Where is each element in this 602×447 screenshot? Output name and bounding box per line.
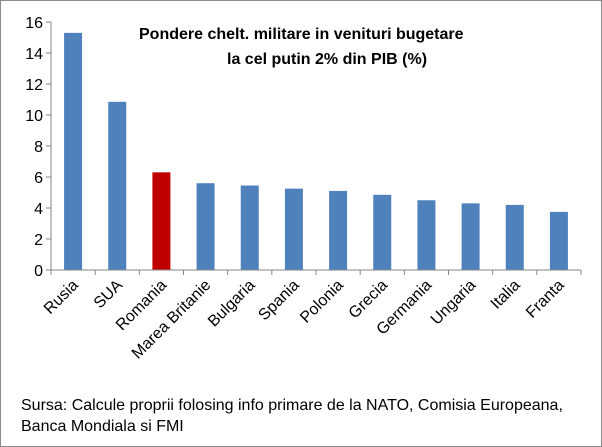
bar-marea-britanie xyxy=(196,183,215,270)
bar-sua xyxy=(108,101,127,270)
bar-italia xyxy=(505,204,524,270)
x-tick-label: Franta xyxy=(523,277,568,322)
y-tick-label: 12 xyxy=(25,77,43,94)
source-note: Sursa: Calcule proprii folosing info pri… xyxy=(21,395,596,437)
y-tick-label: 0 xyxy=(34,263,43,280)
bar-grecia xyxy=(373,194,392,270)
chart-title-line-1: Pondere chelt. militare in venituri buge… xyxy=(139,26,464,43)
bar-bulgaria xyxy=(240,185,259,270)
y-tick-label: 6 xyxy=(34,170,43,187)
bar-spania xyxy=(284,188,303,270)
bar-polonia xyxy=(329,190,348,270)
source-line-1: Sursa: Calcule proprii folosing info pri… xyxy=(21,397,563,414)
y-tick-label: 4 xyxy=(34,201,43,218)
y-axis-ticks: 0 2 4 6 8 10 12 14 16 xyxy=(25,15,51,280)
bar-romania xyxy=(152,172,171,270)
x-tick-label: Bulgaria xyxy=(205,277,259,331)
y-tick-label: 10 xyxy=(25,108,43,125)
x-tick-label: Ungaria xyxy=(428,277,480,329)
bar-franta xyxy=(549,211,568,270)
source-line-2: Banca Mondiala si FMI xyxy=(21,418,184,435)
bars xyxy=(64,32,568,270)
y-tick-label: 2 xyxy=(34,232,43,249)
x-tick-label: Marea Britanie xyxy=(129,277,215,363)
y-tick-label: 8 xyxy=(34,139,43,156)
bar-rusia xyxy=(64,32,83,270)
bar-germania xyxy=(417,200,436,270)
y-tick-label: 16 xyxy=(25,15,43,32)
x-tick-label: SUA xyxy=(91,277,127,313)
chart-title-line-2: la cel putin 2% din PIB (%) xyxy=(227,51,427,68)
y-tick-label: 14 xyxy=(25,46,43,63)
x-tick-label: Italia xyxy=(488,277,524,313)
bar-ungaria xyxy=(461,203,480,270)
x-tick-label: Rusia xyxy=(41,277,82,318)
x-tick-label: Spania xyxy=(255,277,302,324)
x-tick-label: Polonia xyxy=(297,277,347,327)
